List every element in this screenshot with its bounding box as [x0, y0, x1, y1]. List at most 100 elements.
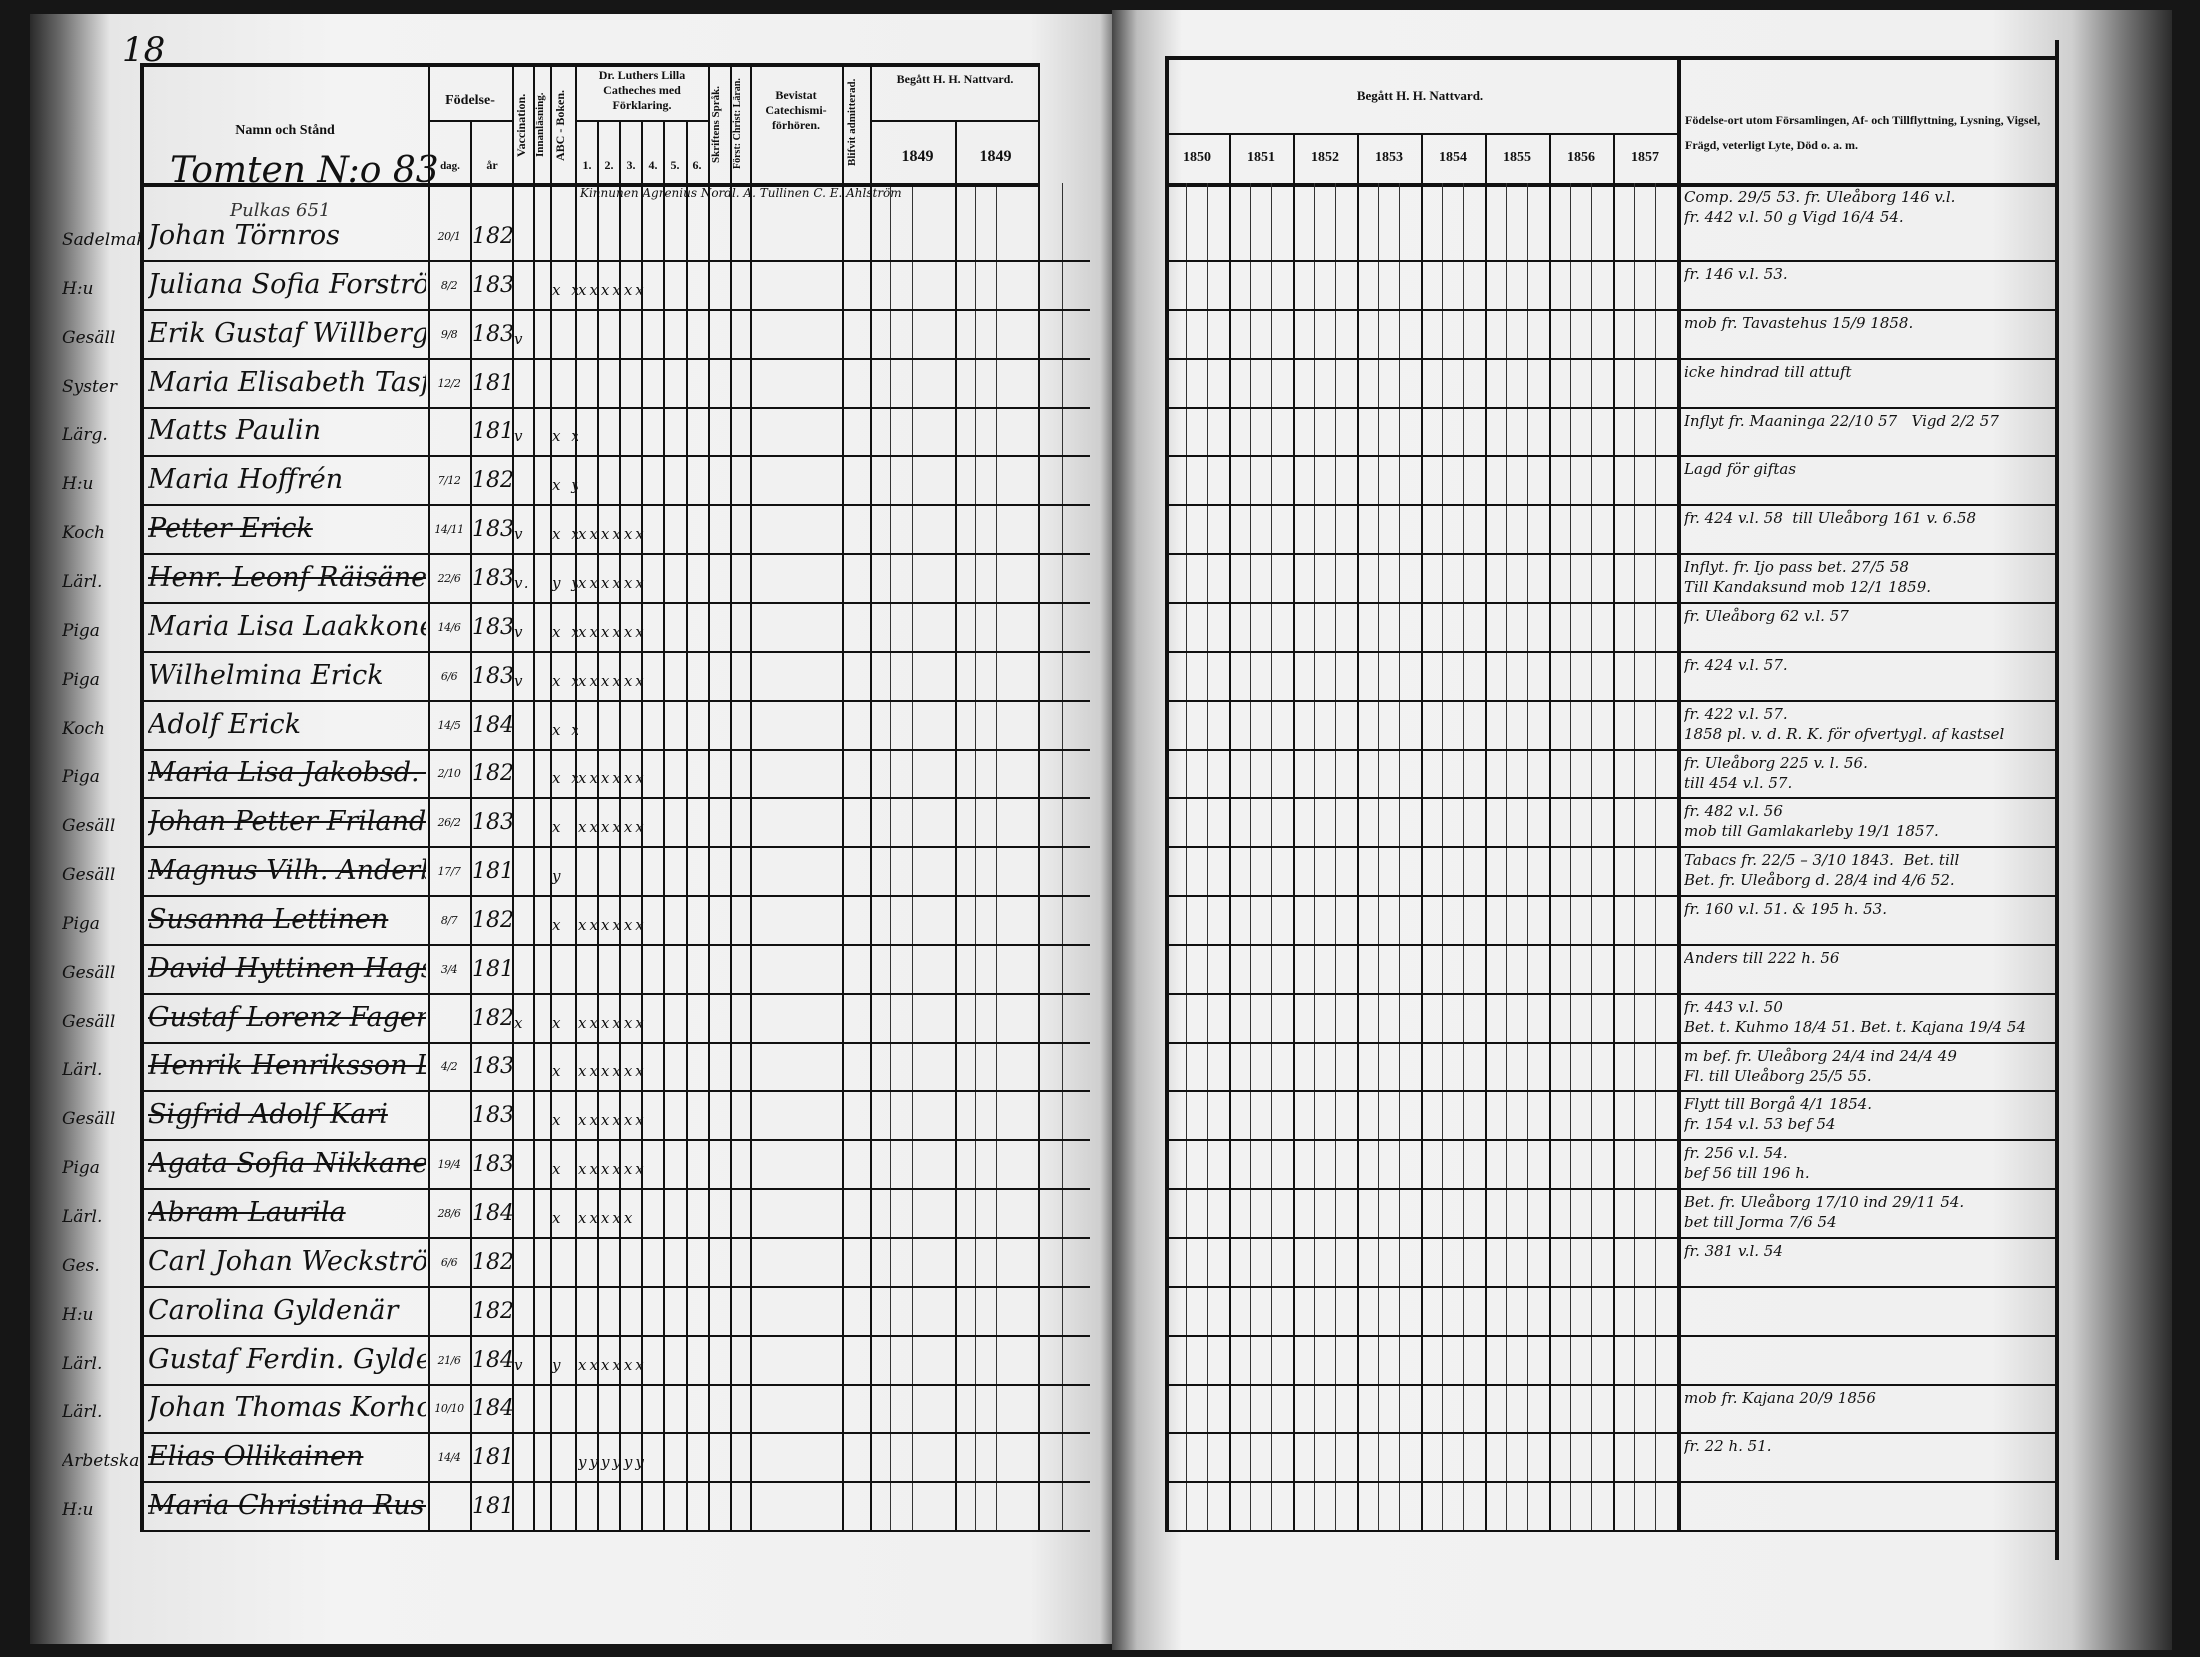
birth-year: 1834 [472, 1152, 514, 1178]
abc-mark: x [552, 915, 564, 934]
birth-day-month: 3/4 [440, 962, 458, 976]
column-divider [1378, 183, 1379, 1531]
header-vaccination: Vaccination. [514, 93, 528, 157]
column-divider [1655, 183, 1656, 1531]
birth-year: 1849 [472, 1396, 514, 1422]
abc-mark: y y [552, 573, 578, 592]
abc-mark: x [552, 1209, 564, 1227]
row-line [140, 308, 1090, 311]
row-line [1165, 1530, 2055, 1533]
row-line [140, 1188, 1090, 1191]
birth-day-month: 4/2 [440, 1060, 458, 1074]
register-note: fr. 256 v.l. 54. bef 56 till 196 h. [1684, 1144, 1810, 1183]
birth-day-month: 12/2 [437, 376, 461, 390]
abc-mark: x x [552, 671, 578, 690]
person-name: Gustaf Ferdin. Gyldenär [148, 1343, 426, 1375]
register-note: fr. 482 v.l. 56 mob till Gamlakarleby 19… [1684, 802, 1939, 841]
birth-year: 1819 [472, 419, 514, 445]
person-title: H:u [62, 1500, 94, 1521]
person-title: Gesäll [62, 962, 116, 983]
row-line [1165, 455, 2055, 458]
register-note: mob fr. Tavastehus 15/9 1858. [1684, 313, 1914, 332]
luther-marks: xxxxxx [578, 818, 647, 837]
register-note: fr. 424 v.l. 57. [1684, 655, 1788, 674]
birth-year: 1818 [472, 370, 514, 396]
birth-day-month: 22/6 [437, 571, 461, 585]
abc-mark: x [552, 1062, 564, 1081]
header-scripture: Skriftens Språk. [710, 85, 722, 163]
birth-year: 1838 [472, 565, 514, 591]
row-line [140, 260, 1090, 262]
register-note: fr. 443 v.l. 50 Bet. t. Kuhmo 18/4 51. B… [1684, 997, 2027, 1036]
person-name: Henrik Henriksson Lyyjonen [148, 1050, 426, 1082]
column-divider [1038, 63, 1040, 1531]
column-divider [890, 183, 891, 1531]
birth-day-month: 20/1 [437, 230, 461, 243]
person-name: Johan Törnros [148, 220, 341, 251]
birth-day-month: 14/5 [437, 718, 461, 732]
birth-year: 1831 [472, 810, 514, 836]
birth-day-month: 17/7 [437, 865, 461, 879]
person-title: Sadelmak. [62, 230, 140, 250]
person-name: Maria Elisabeth Tasfara [148, 366, 426, 398]
birth-year: 1818 [472, 956, 514, 982]
register-note: fr. 146 v.l. 53. [1684, 265, 1788, 283]
abc-mark: x y [552, 476, 578, 495]
row-line [140, 1041, 1090, 1044]
person-title: Lärl. [62, 1060, 103, 1081]
luther-marks: yyyyyy [578, 1453, 647, 1472]
register-note: icke hindrad till attuft [1684, 362, 1852, 381]
row-line [1165, 650, 2055, 653]
row-line [1165, 1188, 2055, 1191]
header-birth-year: år [486, 158, 498, 172]
column-divider [870, 63, 872, 1531]
header-communion-right: Begått H. H. Nattvard. [1356, 88, 1484, 103]
year-heading: 1853 [1375, 150, 1403, 165]
birth-year: 1824 [472, 224, 514, 249]
luther-marks: xxxxxx [578, 915, 647, 934]
birth-year: 1839 [472, 321, 514, 347]
column-divider [140, 63, 144, 1531]
vaccination-mark: v [514, 1355, 526, 1374]
register-note: Bet. fr. Uleåborg 17/10 ind 29/11 54. be… [1684, 1193, 1965, 1232]
column-divider [1293, 133, 1295, 1531]
person-name: Maria Christina Rusthalain [148, 1490, 426, 1522]
header-admitted: Blifvit admitterad. [846, 78, 858, 166]
row-line [140, 1383, 1090, 1386]
column-divider [533, 63, 535, 1531]
row-line [1165, 357, 2055, 360]
column-divider [428, 63, 430, 1531]
person-name: Abram Laurila [148, 1197, 346, 1228]
luther-part-label: 3. [626, 158, 636, 172]
header-luther-catechism: Dr. Luthers Lilla Catheches med Förklari… [598, 68, 686, 112]
register-note: mob fr. Kajana 20/9 1856 [1684, 1388, 1876, 1407]
row-line [1165, 1432, 2055, 1435]
column-divider [512, 63, 514, 1531]
birth-day-month: 14/11 [434, 523, 464, 537]
year-heading: 1857 [1631, 150, 1659, 165]
birth-year: 1814 [472, 1445, 514, 1471]
column-divider [1677, 56, 1681, 1531]
column-divider [912, 183, 913, 1531]
birth-day-month: 10/10 [434, 1402, 464, 1416]
person-name: Johan Petter Frilander [148, 806, 426, 838]
person-title: Gesäll [62, 816, 116, 837]
vaccination-mark: v [514, 622, 526, 641]
person-name: Juliana Sofia Forström [148, 268, 426, 300]
row1-margin-note: Kinnunen Agrenius Nordl. A. Tullinen C. … [580, 186, 902, 200]
birth-day-month: 19/4 [437, 1158, 461, 1172]
birth-year: 1828 [472, 907, 514, 933]
row-line [1165, 1285, 2055, 1288]
luther-marks: xxxxxx [578, 1160, 647, 1179]
row-line [1165, 308, 2055, 311]
birth-year: 1833 [472, 1054, 514, 1080]
person-name: Matts Paulin [148, 415, 321, 447]
column-divider [1463, 183, 1464, 1531]
year-heading: 1852 [1311, 150, 1339, 165]
person-title: Koch [62, 718, 105, 739]
person-title: Gesäll [62, 327, 116, 348]
column-divider [550, 63, 552, 1531]
row-line [140, 406, 1090, 409]
column-divider [1421, 133, 1423, 1531]
row-line [140, 992, 1090, 995]
